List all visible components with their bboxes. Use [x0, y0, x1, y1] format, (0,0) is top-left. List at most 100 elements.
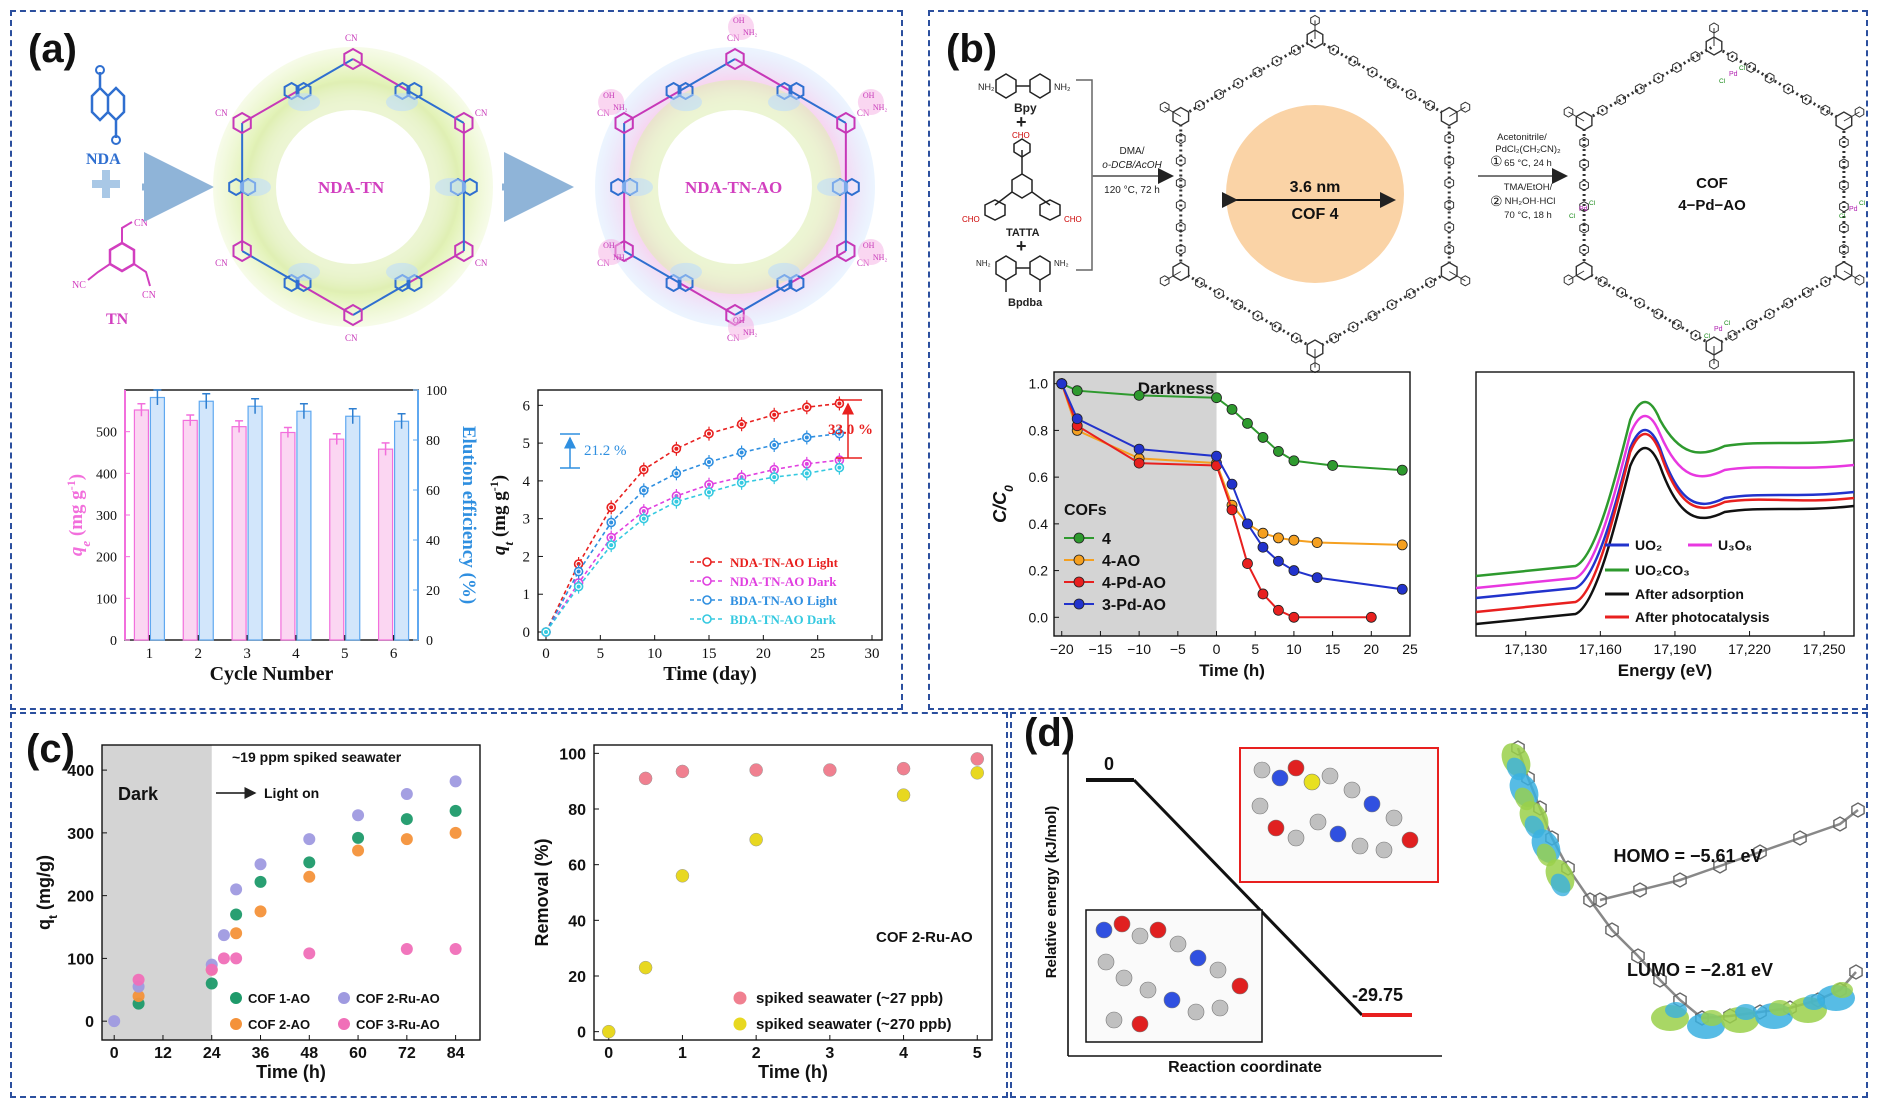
phenyl-ring: [1727, 51, 1738, 63]
ylabel: Removal (%): [532, 838, 552, 946]
legend-label: COF 2-AO: [248, 1017, 310, 1032]
bond: [1568, 111, 1585, 122]
legend-marker: [733, 1017, 747, 1031]
nh2-group-label: NH₂: [613, 253, 628, 262]
xanes-spectra-chart: 17,130 17,160 17,190 17,220 17,250 UO₂ U₃O₈ UO₂…: [1475, 371, 1855, 680]
cn-group-label: CN: [597, 108, 610, 118]
phenyl-ring: [1764, 308, 1775, 320]
atom: [1115, 969, 1133, 987]
bar-qe: [231, 426, 247, 641]
plot-frame: [1475, 371, 1855, 637]
atom: [1139, 981, 1157, 999]
data-point: [1211, 450, 1222, 462]
data-point: [108, 1015, 121, 1028]
atom: [1375, 841, 1393, 859]
data-point: [1257, 541, 1269, 553]
atom: [1321, 767, 1339, 785]
pd-atom: Pd: [1729, 71, 1738, 78]
phenyl-ring: [1839, 222, 1849, 234]
triazine-node: [1575, 261, 1593, 281]
ylabel-left-sub: e: [78, 541, 93, 547]
data-point: [230, 883, 243, 896]
ytick-label: 400: [67, 763, 94, 780]
phenyl-ring: [1839, 158, 1849, 170]
data-point-core: [707, 431, 711, 436]
ylabel-right: Elution efficiency (%): [458, 426, 479, 604]
xtick-label: 15: [1325, 641, 1341, 657]
lumo-lobe: [1665, 1002, 1687, 1018]
atom: [1251, 797, 1269, 815]
bond: [1164, 106, 1182, 117]
phenyl-ring: [1195, 277, 1205, 289]
xlabel: Time (h): [256, 1062, 326, 1082]
cond2-line1: Acetonitrile/: [1497, 132, 1547, 143]
phenyl-ring: [1406, 88, 1416, 100]
legend-label: 4-AO: [1102, 553, 1140, 570]
data-point: [749, 832, 763, 847]
data-point-core: [707, 490, 711, 495]
data-point: [675, 869, 690, 883]
phenyl-ring: [1616, 94, 1626, 106]
hex-edge: [1713, 44, 1845, 123]
tn-node: [232, 239, 252, 263]
data-point: [352, 831, 365, 844]
triazine-node: [1835, 261, 1853, 281]
data-point: [896, 788, 911, 802]
plus-icon: [92, 170, 120, 198]
phenyl-ring: [1579, 222, 1589, 234]
oh-group-label: OH: [733, 316, 745, 325]
dark-shade: [102, 745, 212, 1040]
data-point: [1273, 555, 1284, 567]
xtick-label: 6: [390, 646, 398, 662]
panel-b-frame: [928, 10, 1868, 710]
legend-marker: [1073, 576, 1085, 588]
ytick-label: 6: [523, 398, 531, 414]
legend-marker: [1073, 532, 1085, 544]
phenyl-ring: [1802, 286, 1812, 298]
triazine-node: [1575, 111, 1593, 131]
atom: [1169, 935, 1187, 953]
spectrum-line: [1475, 400, 1855, 578]
data-point-core: [772, 443, 777, 447]
phenyl-ring: [1764, 72, 1775, 84]
ytick-label: 0: [85, 1014, 94, 1031]
cn-group-label: CN: [857, 258, 870, 268]
ylabel: qt (mg/g): [34, 855, 60, 930]
xtick-label: 2: [752, 1045, 761, 1062]
data-point-core: [804, 435, 809, 440]
data-point-core: [707, 460, 711, 464]
data-point-core: [739, 422, 744, 427]
phenyl-ring: [1634, 297, 1645, 309]
data-point-core: [837, 465, 842, 470]
plus-1: +: [1016, 112, 1027, 132]
ytick-left-label: 300: [96, 509, 117, 524]
legend-label: NDA-TN-AO Light: [730, 555, 839, 570]
cl-atom: Cl: [1569, 213, 1576, 220]
xtick-label: 20: [1364, 641, 1380, 657]
tatta-cho-right: CHO: [1064, 215, 1082, 224]
cn-group-label: CN: [215, 108, 228, 118]
legend-label: After photocatalysis: [1635, 609, 1770, 625]
data-point-core: [772, 475, 777, 480]
aromatic-ring: [1713, 858, 1727, 874]
data-point: [230, 952, 243, 965]
phenyl-ring: [1425, 99, 1435, 111]
aromatic-ring: [1833, 816, 1847, 832]
legend-marker: [1073, 598, 1085, 610]
panel-a-frame: [10, 10, 903, 710]
cn-group-label: CN: [597, 258, 610, 268]
homo-label: HOMO = −5.61 eV: [1613, 846, 1762, 866]
ytick-label: 0.8: [1029, 422, 1049, 438]
triazine-node: [1172, 261, 1190, 282]
atom: [1211, 999, 1229, 1017]
ylabel-main: C/C: [990, 491, 1010, 523]
ylabel-sup: -1: [487, 481, 501, 491]
linker-highlight: [670, 262, 702, 281]
phenyl-ring: [1175, 177, 1186, 189]
linker-highlight: [621, 178, 653, 196]
data-point-core: [609, 505, 614, 510]
cl-atom: Cl: [1589, 200, 1596, 207]
xtick-label: −5: [1170, 641, 1186, 657]
phenyl-ring: [1653, 308, 1664, 320]
legend-label: BDA-TN-AO Light: [730, 593, 838, 608]
